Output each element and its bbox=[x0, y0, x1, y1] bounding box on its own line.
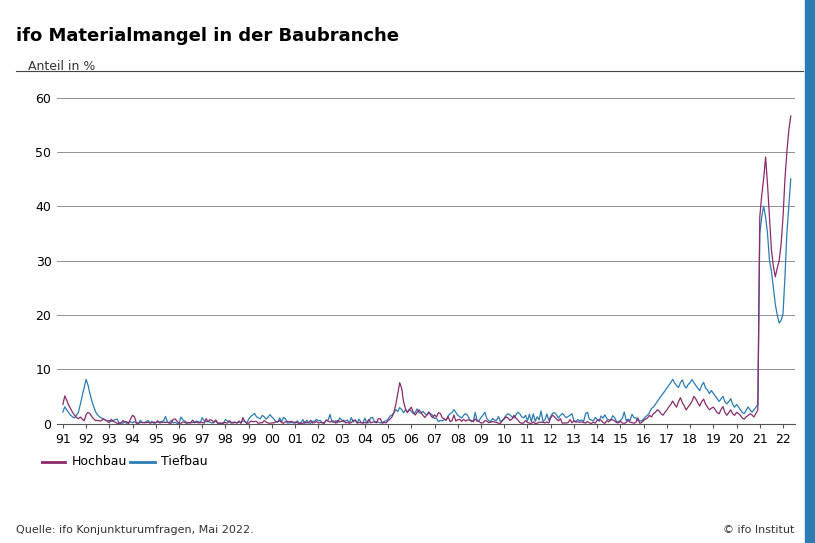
Text: © ifo Institut: © ifo Institut bbox=[723, 525, 795, 535]
Text: Anteil in %: Anteil in % bbox=[28, 60, 95, 73]
Text: Hochbau: Hochbau bbox=[72, 455, 126, 468]
Text: ifo Materialmangel in der Baubranche: ifo Materialmangel in der Baubranche bbox=[16, 27, 399, 45]
Text: Quelle: ifo Konjunkturumfragen, Mai 2022.: Quelle: ifo Konjunkturumfragen, Mai 2022… bbox=[16, 525, 254, 535]
Text: Tiefbau: Tiefbau bbox=[161, 455, 208, 468]
